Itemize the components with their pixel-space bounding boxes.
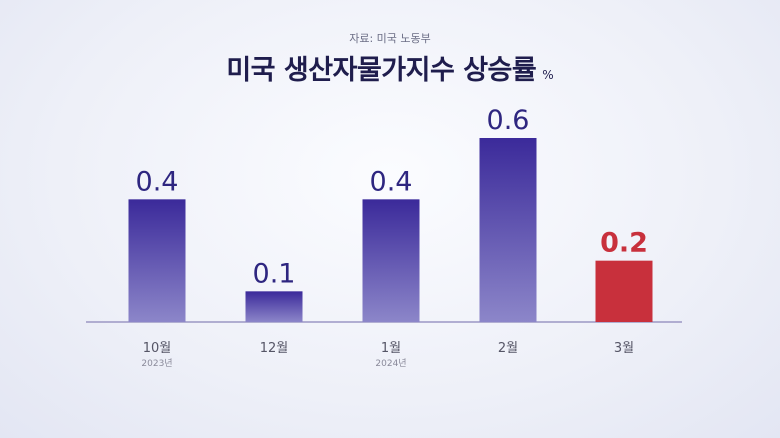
bar [128, 199, 186, 322]
year-sublabel: 2024년 [375, 358, 406, 369]
bar [362, 199, 420, 322]
category-label: 10월 [143, 341, 172, 356]
year-sublabel: 2023년 [141, 358, 172, 369]
category-label: 3월 [614, 341, 634, 356]
category-label: 1월 [381, 341, 401, 356]
unit-label: % [542, 68, 554, 82]
category-label: 2월 [498, 341, 518, 356]
category-label: 12월 [260, 341, 289, 356]
bar [595, 260, 653, 322]
bar [245, 291, 303, 322]
chart-title: 미국 생산자물가지수 상승률 [226, 55, 537, 86]
title-row: 미국 생산자물가지수 상승률% [0, 48, 780, 87]
value-label: 0.1 [253, 258, 296, 289]
source-note: 자료: 미국 노동부 [349, 32, 431, 45]
value-label: 0.2 [600, 228, 648, 259]
value-label: 0.4 [136, 166, 179, 197]
bar [479, 138, 537, 322]
value-label: 0.4 [370, 166, 413, 197]
value-label: 0.6 [487, 105, 530, 136]
